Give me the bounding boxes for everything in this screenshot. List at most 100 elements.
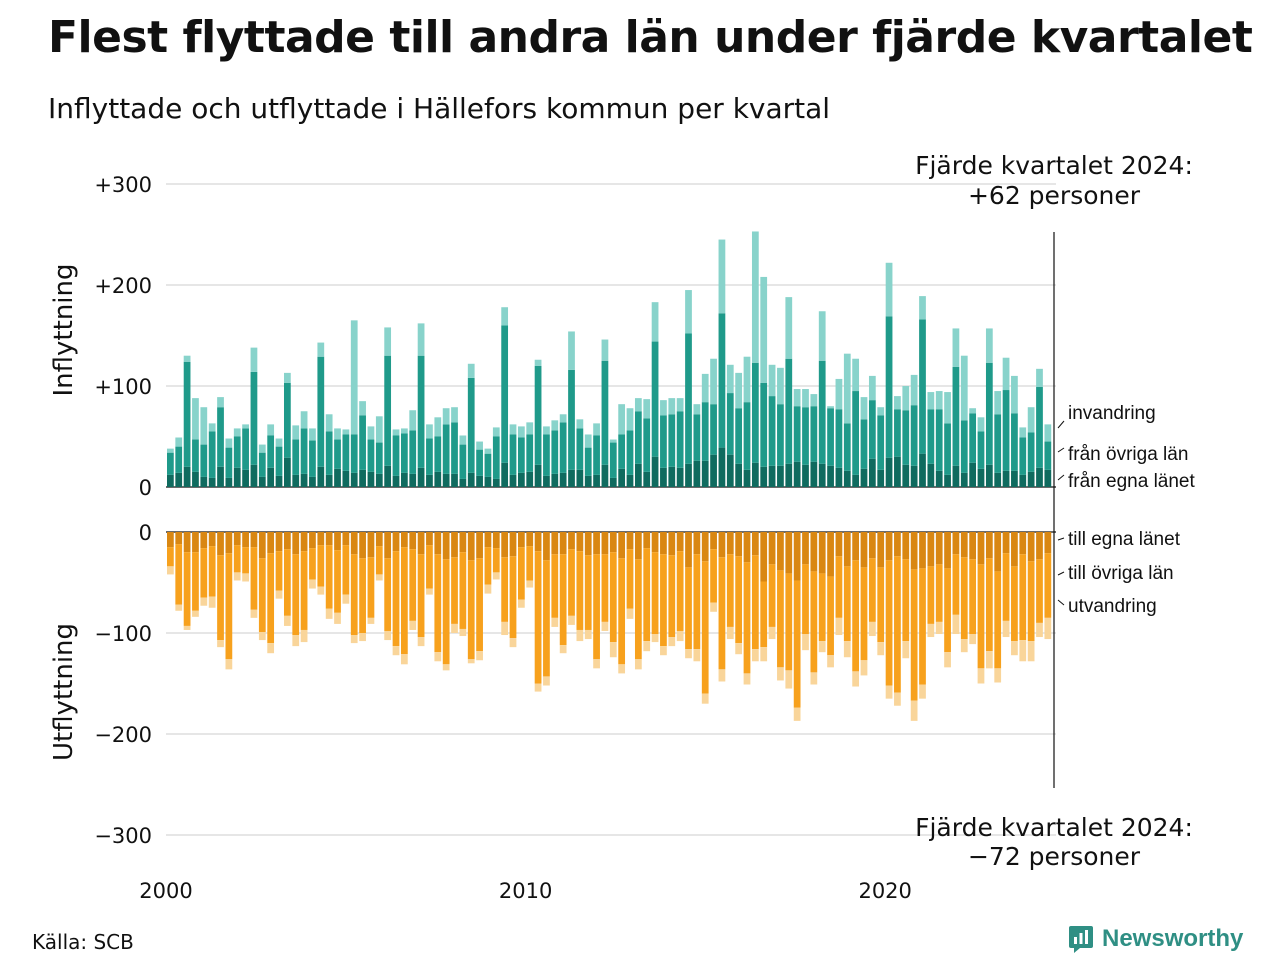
bar-in-ovriga-lan: [969, 413, 977, 463]
bar-ut-egna-lanet: [877, 532, 885, 568]
y-axis-title-top: Inflyttning: [49, 264, 79, 397]
bar-in-egna-lanet: [944, 474, 951, 487]
bar-in-egna-lanet: [559, 472, 567, 487]
bar-in-ovriga-lan: [534, 365, 542, 465]
bar-in-ovriga-lan: [175, 446, 183, 473]
bar-ut-ovriga-lan: [1019, 554, 1027, 641]
bar-in-invandring: [509, 424, 517, 435]
bar-in-egna-lanet: [509, 474, 517, 487]
bar-in-ovriga-lan: [309, 440, 316, 477]
bar-ut-utvandring: [183, 625, 191, 630]
bar-ut-egna-lanet: [785, 532, 793, 574]
bar-ut-utvandring: [827, 655, 834, 668]
bar-in-egna-lanet: [919, 453, 926, 487]
bar-in-egna-lanet: [342, 470, 350, 487]
y-tick-label-bottom: −100: [94, 622, 152, 646]
bar-in-egna-lanet: [985, 464, 993, 487]
bar-in-egna-lanet: [501, 462, 509, 487]
bar-ut-ovriga-lan: [267, 553, 275, 644]
bar-ut-utvandring: [375, 574, 383, 581]
bar-in-egna-lanet: [868, 458, 876, 487]
bar-ut-utvandring: [342, 594, 350, 604]
bar-in-invandring: [183, 355, 191, 362]
bar-ut-ovriga-lan: [258, 558, 266, 632]
bar-in-ovriga-lan: [451, 422, 458, 474]
bar-ut-utvandring: [693, 649, 701, 662]
bar-ut-ovriga-lan: [409, 549, 417, 621]
bar-ut-egna-lanet: [852, 532, 860, 561]
bar-in-egna-lanet: [258, 476, 266, 487]
bar-in-egna-lanet: [309, 476, 316, 487]
bar-ut-ovriga-lan: [760, 581, 768, 648]
bar-ut-egna-lanet: [793, 532, 801, 581]
bar-in-egna-lanet: [1011, 470, 1018, 487]
bar-in-invandring: [668, 398, 676, 415]
bar-ut-utvandring: [985, 651, 993, 669]
bar-in-invandring: [208, 423, 216, 432]
bar-in-egna-lanet: [1019, 474, 1027, 487]
bar-ut-ovriga-lan: [275, 551, 283, 591]
bar-in-invandring: [283, 372, 291, 383]
bar-in-egna-lanet: [601, 464, 609, 487]
bar-ut-ovriga-lan: [693, 554, 701, 650]
bar-in-invandring: [584, 434, 592, 448]
bar-in-ovriga-lan: [392, 435, 400, 476]
bar-ut-egna-lanet: [710, 532, 717, 550]
bar-ut-egna-lanet: [609, 532, 617, 553]
bar-ut-egna-lanet: [802, 532, 809, 565]
bar-in-invandring: [793, 389, 801, 407]
bar-in-invandring: [551, 420, 559, 431]
bar-ut-utvandring: [643, 641, 651, 652]
bar-in-egna-lanet: [517, 472, 525, 487]
bar-ut-ovriga-lan: [442, 559, 450, 665]
bar-in-egna-lanet: [467, 472, 475, 487]
bar-in-ovriga-lan: [994, 414, 1002, 473]
bar-ut-egna-lanet: [192, 532, 199, 553]
bar-in-egna-lanet: [860, 468, 868, 487]
bar-in-invandring: [501, 307, 509, 326]
bar-ut-egna-lanet: [977, 532, 985, 565]
bar-in-ovriga-lan: [442, 424, 450, 474]
bar-ut-ovriga-lan: [960, 557, 968, 640]
bar-in-egna-lanet: [350, 472, 358, 487]
bar-in-invandring: [467, 363, 475, 378]
bar-ut-ovriga-lan: [818, 573, 826, 642]
bar-ut-egna-lanet: [568, 532, 575, 550]
bar-in-ovriga-lan: [944, 423, 951, 475]
bar-ut-egna-lanet: [317, 532, 325, 546]
bar-in-ovriga-lan: [501, 325, 509, 463]
bar-in-invandring: [785, 297, 793, 359]
bar-ut-utvandring: [225, 659, 233, 670]
bar-in-egna-lanet: [283, 457, 291, 487]
bar-ut-ovriga-lan: [484, 547, 492, 585]
bar-in-invandring: [275, 438, 283, 447]
annotation-bottom-line1: Fjärde kvartalet 2024:: [915, 813, 1193, 842]
bar-ut-egna-lanet: [359, 532, 366, 559]
bar-ut-egna-lanet: [985, 532, 993, 559]
bar-in-ovriga-lan: [601, 360, 609, 465]
bar-in-ovriga-lan: [593, 435, 600, 475]
bar-ut-utvandring: [208, 596, 216, 608]
bar-in-egna-lanet: [334, 468, 341, 487]
bar-in-invandring: [417, 323, 425, 356]
bar-ut-egna-lanet: [183, 532, 191, 553]
bar-in-ovriga-lan: [526, 434, 534, 472]
bar-ut-egna-lanet: [735, 532, 743, 557]
legend-leader-bottom: [1057, 599, 1065, 606]
bar-in-egna-lanet: [668, 466, 676, 487]
bar-ut-ovriga-lan: [910, 569, 918, 701]
bar-ut-egna-lanet: [701, 532, 709, 562]
bar-in-egna-lanet: [1044, 469, 1052, 487]
bar-in-egna-lanet: [835, 467, 843, 487]
bar-ut-ovriga-lan: [643, 548, 651, 642]
bar-ut-egna-lanet: [960, 532, 968, 558]
bar-ut-egna-lanet: [367, 532, 375, 558]
bar-in-egna-lanet: [751, 462, 759, 487]
bar-in-egna-lanet: [543, 475, 550, 487]
bar-in-egna-lanet: [718, 447, 726, 487]
bar-ut-egna-lanet: [1011, 532, 1018, 567]
bar-in-egna-lanet: [1027, 471, 1035, 487]
x-tick-label: 2010: [499, 879, 552, 903]
bar-in-invandring: [167, 448, 174, 453]
